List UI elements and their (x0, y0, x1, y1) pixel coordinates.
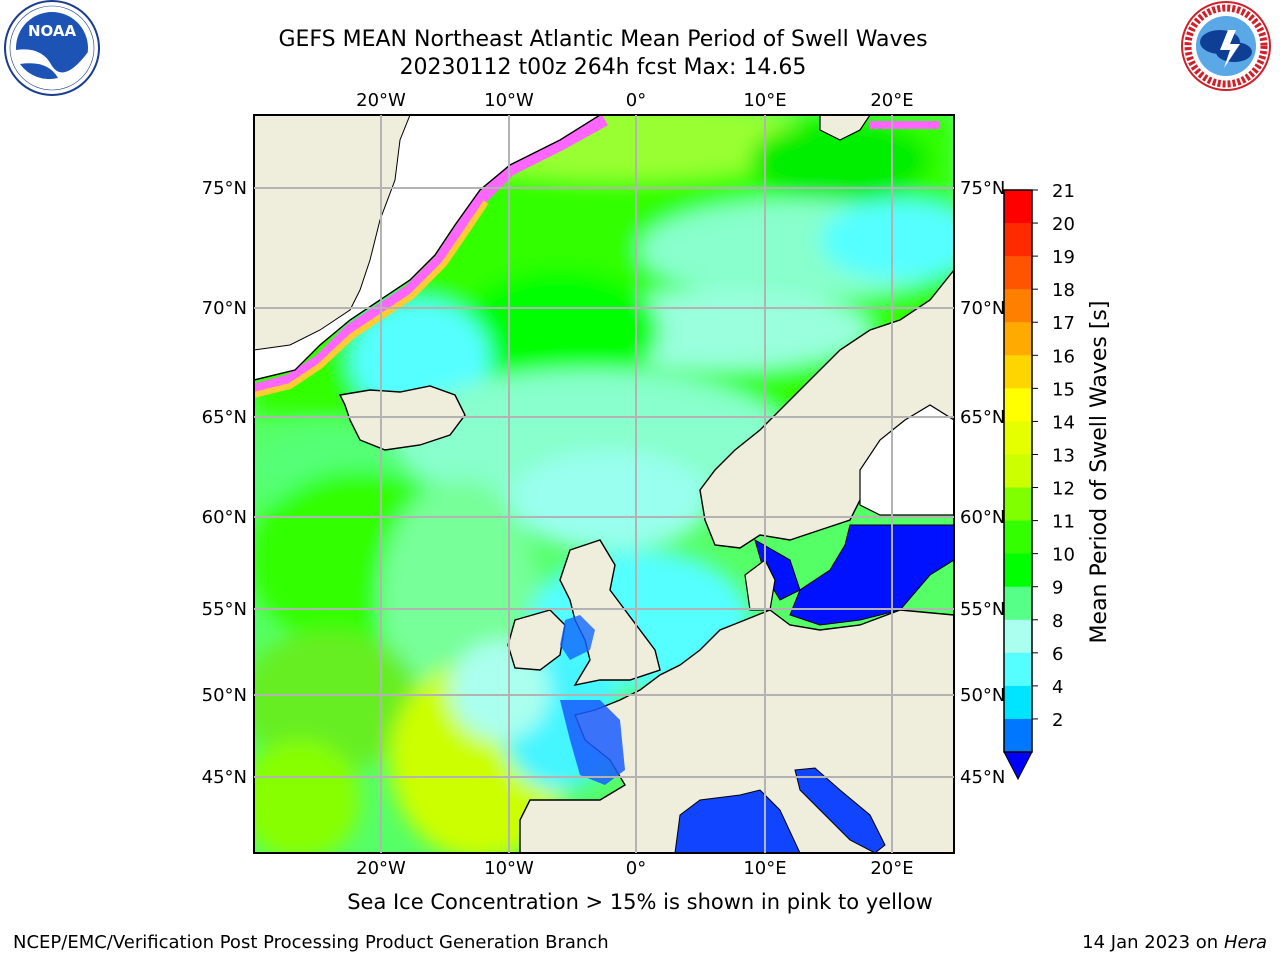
left-lat-label: 45°N (202, 767, 247, 788)
left-lat-label: 70°N (202, 298, 247, 319)
colorbar-swatch (1004, 454, 1032, 489)
colorbar-swatch (1004, 223, 1032, 257)
left-lat-label: 75°N (202, 178, 247, 199)
colorbar-swatch (1004, 421, 1032, 455)
bottom-lon-label: 10°E (743, 858, 786, 879)
colorbar-tick-label: 15 (1052, 379, 1075, 400)
colorbar-swatch (1004, 190, 1032, 224)
right-lat-label: 60°N (960, 507, 1005, 528)
left-lat-label: 65°N (202, 407, 247, 428)
colorbar-swatch (1004, 388, 1032, 422)
colorbar-swatch (1004, 520, 1032, 555)
colorbar-tick-label: 8 (1052, 611, 1063, 632)
colorbar-swatch (1004, 652, 1032, 687)
colorbar-tick-label: 20 (1052, 214, 1075, 235)
right-lat-label: 75°N (960, 178, 1005, 199)
colorbar-swatch (1004, 619, 1032, 654)
colorbar-tick-label: 14 (1052, 412, 1075, 433)
footer-producer: NCEP/EMC/Verification Post Processing Pr… (13, 932, 609, 953)
colorbar-swatch (1004, 289, 1032, 323)
noaa-logo-text: NOAA (28, 22, 77, 40)
map-area (254, 115, 954, 853)
colorbar-tick-label: 17 (1052, 313, 1075, 334)
right-lat-label: 65°N (960, 407, 1005, 428)
right-lat-label: 55°N (960, 599, 1005, 620)
left-lat-label: 60°N (202, 507, 247, 528)
top-lon-label: 0° (626, 90, 646, 111)
colorbar-extend-triangle (1003, 751, 1033, 781)
colorbar-swatch (1004, 553, 1032, 588)
colorbar-tick-label: 21 (1052, 181, 1075, 202)
top-lon-label: 10°E (743, 90, 786, 111)
top-lon-label: 10°W (484, 90, 534, 111)
footer-date: 14 Jan 2023 on Hera (1082, 932, 1267, 953)
right-lat-label: 50°N (960, 685, 1005, 706)
colorbar-swatch (1004, 355, 1032, 389)
colorbar-tick-label: 6 (1052, 644, 1063, 665)
nws-logo (1181, 1, 1271, 91)
left-lat-label: 50°N (202, 685, 247, 706)
right-lat-label: 70°N (960, 298, 1005, 319)
chart-subtitle: 20230112 t00z 264h fcst Max: 14.65 (399, 55, 807, 80)
colorbar-tick-label: 19 (1052, 247, 1075, 268)
footer-machine: Hera (1223, 932, 1267, 953)
top-lon-label: 20°W (356, 90, 406, 111)
colorbar-border (1003, 189, 1033, 753)
right-lat-labels: 75°N 70°N 65°N 60°N 55°N 50°N 45°N (960, 178, 1005, 788)
colorbar-swatch (1004, 487, 1032, 522)
bottom-lon-label: 20°W (356, 858, 406, 879)
colorbar-tick-label: 16 (1052, 346, 1075, 367)
colorbar-tick-label: 13 (1052, 445, 1075, 466)
top-lon-label: 20°E (870, 90, 913, 111)
chart-title: GEFS MEAN Northeast Atlantic Mean Period… (278, 27, 928, 52)
left-lat-labels: 75°N 70°N 65°N 60°N 55°N 50°N 45°N (202, 178, 247, 788)
top-lon-labels: 20°W 10°W 0° 10°E 20°E (356, 90, 913, 111)
colorbar-tick-label: 11 (1052, 512, 1075, 533)
bottom-lon-label: 0° (626, 858, 646, 879)
colorbar-tick-label: 10 (1052, 545, 1075, 566)
map-frame (253, 114, 955, 854)
right-lat-label: 45°N (960, 767, 1005, 788)
footer-date-text: 14 Jan 2023 on (1082, 932, 1224, 953)
bottom-lon-label: 10°W (484, 858, 534, 879)
colorbar-swatch (1004, 718, 1032, 753)
colorbar-tick-label: 18 (1052, 280, 1075, 301)
colorbar-swatch (1004, 685, 1032, 720)
colorbar-tick-label: 2 (1052, 710, 1063, 731)
noaa-logo: NOAA (4, 0, 100, 96)
colorbar-label: Mean Period of Swell Waves [s] (1087, 301, 1112, 644)
bottom-lon-labels: 20°W 10°W 0° 10°E 20°E (356, 858, 913, 879)
map-gridlines (254, 115, 954, 853)
left-lat-label: 55°N (202, 599, 247, 620)
colorbar-tick-label: 12 (1052, 479, 1075, 500)
colorbar-tick-label: 4 (1052, 677, 1063, 698)
colorbar-swatch (1004, 256, 1032, 290)
bottom-lon-label: 20°E (870, 858, 913, 879)
colorbar-tick-label: 9 (1052, 578, 1063, 599)
colorbar: 21 20 19 18 17 16 15 14 13 12 11 10 9 8 6 4 2 (1003, 181, 1075, 781)
sea-ice-note: Sea Ice Concentration > 15% is shown in … (347, 890, 933, 914)
colorbar-swatch (1004, 322, 1032, 356)
colorbar-swatch (1004, 586, 1032, 621)
